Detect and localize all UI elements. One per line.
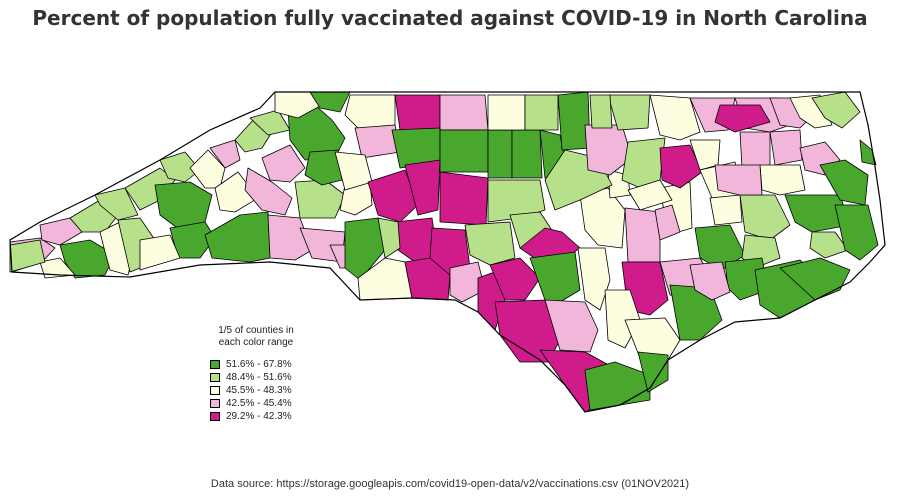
county <box>367 169 419 223</box>
county <box>214 171 259 213</box>
legend-label: 45.5% - 48.3% <box>226 385 292 396</box>
county <box>439 129 489 173</box>
county <box>189 149 226 189</box>
county <box>624 207 661 263</box>
county <box>464 221 516 266</box>
county <box>649 94 701 141</box>
county <box>834 204 879 261</box>
county <box>449 261 486 303</box>
county <box>577 247 611 311</box>
county <box>637 351 669 393</box>
county <box>159 151 201 183</box>
legend-item: 29.2% - 42.3% <box>196 411 316 422</box>
county <box>784 194 851 233</box>
county <box>584 361 651 411</box>
legend-swatch <box>210 412 220 421</box>
county <box>544 299 599 353</box>
county <box>39 217 83 246</box>
county <box>739 194 791 241</box>
county <box>714 104 771 133</box>
legend: 1/5 of counties in each color range 51.6… <box>196 325 316 424</box>
county <box>59 239 116 279</box>
legend-title-line1: 1/5 of counties in <box>218 325 294 336</box>
data-source-note: Data source: https://storage.googleapis.… <box>210 478 690 490</box>
county <box>294 179 346 219</box>
legend-item: 48.4% - 51.6% <box>196 372 316 383</box>
legend-swatch <box>210 399 220 408</box>
legend-label: 48.4% - 51.6% <box>226 372 292 383</box>
county <box>811 91 861 129</box>
county <box>204 211 271 263</box>
county <box>524 94 559 131</box>
county <box>529 251 581 303</box>
county <box>759 164 806 196</box>
county <box>654 204 681 241</box>
county <box>404 257 451 301</box>
legend-label: 42.5% - 45.4% <box>226 398 292 409</box>
county <box>659 144 703 189</box>
county <box>267 214 313 261</box>
county <box>511 129 543 179</box>
county <box>819 159 869 206</box>
county <box>624 317 681 361</box>
county <box>344 94 396 131</box>
county <box>439 94 489 131</box>
legend-title: 1/5 of counties in each color range <box>196 325 316 349</box>
county <box>209 139 241 169</box>
county <box>714 164 763 196</box>
county <box>769 129 803 166</box>
county <box>589 94 613 129</box>
county <box>304 149 343 186</box>
county <box>557 91 591 151</box>
legend-swatch <box>210 386 220 395</box>
county <box>261 144 306 183</box>
county <box>607 94 651 131</box>
legend-label: 29.2% - 42.3% <box>226 411 292 422</box>
legend-swatch <box>210 360 220 369</box>
county <box>689 261 731 301</box>
county <box>377 217 401 259</box>
legend-item: 42.5% - 45.4% <box>196 398 316 409</box>
county <box>769 97 811 129</box>
county <box>487 129 513 179</box>
county <box>139 234 181 271</box>
county <box>627 179 673 211</box>
county <box>487 94 526 131</box>
county <box>739 131 771 169</box>
legend-swatch <box>210 373 220 382</box>
map-title: Percent of population fully vaccinated a… <box>32 6 868 30</box>
legend-item: 45.5% - 48.3% <box>196 385 316 396</box>
county <box>579 187 626 249</box>
state-outline <box>9 91 886 413</box>
county <box>584 124 633 176</box>
county <box>404 159 441 216</box>
county <box>809 231 849 259</box>
county <box>9 239 46 273</box>
county-polygons <box>9 91 879 413</box>
legend-label: 51.6% - 67.8% <box>226 359 292 370</box>
county <box>344 217 386 281</box>
county <box>439 171 489 226</box>
county <box>94 187 139 221</box>
county <box>489 257 541 301</box>
county <box>859 139 877 166</box>
county <box>779 257 851 301</box>
county <box>394 94 441 131</box>
county <box>709 194 743 226</box>
county <box>244 167 293 216</box>
legend-item: 51.6% - 67.8% <box>196 359 316 370</box>
legend-title-line2: each color range <box>218 337 294 348</box>
